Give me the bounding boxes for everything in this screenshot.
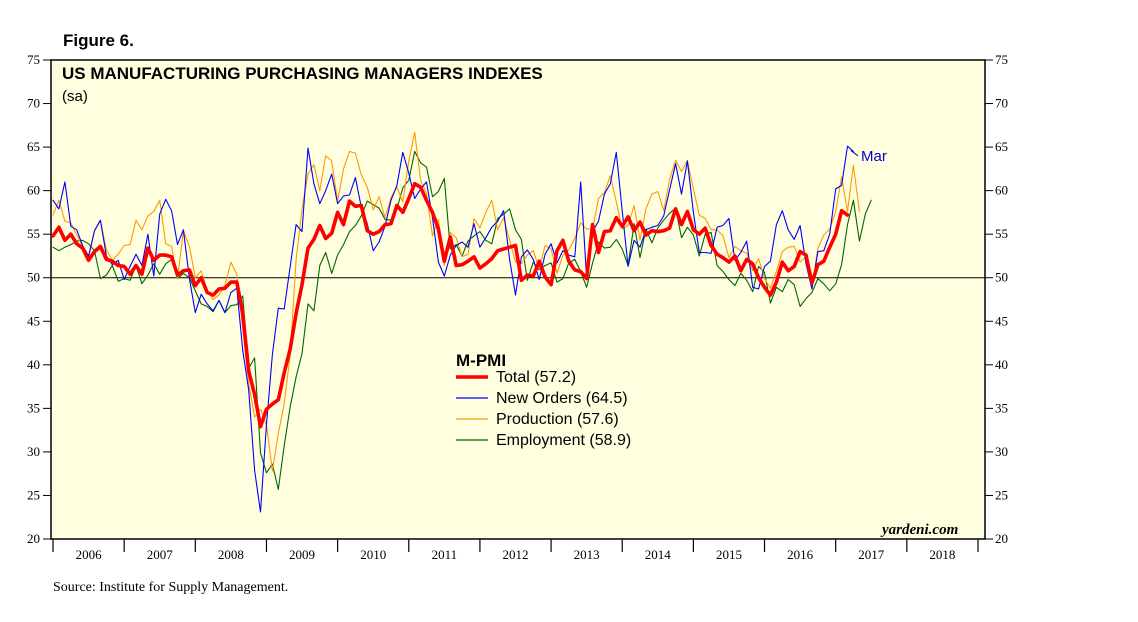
x-year-label: 2010: [360, 547, 386, 562]
x-axis: 2006 2007 2008 2009 2010 2011 2012 2013 2014 2015…: [52, 539, 979, 562]
y-tick-label-right: 20: [995, 531, 1008, 546]
y-tick-label-right: 25: [995, 487, 1008, 502]
chart-subtitle: (sa): [62, 88, 88, 105]
chart-title: US MANUFACTURING PURCHASING MANAGERS IND…: [62, 64, 543, 83]
x-year-label: 2012: [503, 547, 529, 562]
y-tick-label-left: 35: [27, 400, 40, 415]
annotation-label: Mar: [861, 148, 887, 165]
right-axis-ticks: 20 25 30 35 40 45 50 55 60 65 70 75: [985, 52, 1008, 546]
y-tick-label-right: 35: [995, 400, 1008, 415]
plot-area: [50, 59, 986, 540]
y-tick-label-right: 75: [995, 52, 1008, 67]
y-tick-label-right: 30: [995, 444, 1008, 459]
x-year-label: 2014: [645, 547, 672, 562]
y-tick-label-left: 60: [27, 183, 40, 198]
y-tick-label-left: 45: [27, 313, 40, 328]
y-tick-label-left: 25: [27, 487, 40, 502]
x-year-label: 2008: [218, 547, 244, 562]
source-note: Source: Institute for Supply Management.: [53, 580, 289, 595]
series-line-total: [51, 181, 850, 429]
x-year-label: 2009: [289, 547, 315, 562]
y-tick-label-right: 65: [995, 139, 1008, 154]
legend-label: Employment (58.9): [496, 432, 631, 449]
x-year-label: 2017: [858, 547, 885, 562]
annotation-leader: [850, 150, 859, 157]
annotation: Mar: [850, 148, 887, 165]
y-tick-label-right: 45: [995, 313, 1008, 328]
y-tick-label-left: 40: [27, 357, 40, 372]
legend-label: New Orders (64.5): [496, 390, 628, 407]
x-year-label: 2013: [574, 547, 600, 562]
y-tick-label-right: 40: [995, 357, 1008, 372]
brand-label: yardeni.com: [880, 522, 958, 538]
legend-label: Production (57.6): [496, 411, 619, 428]
y-tick-label-left: 30: [27, 444, 40, 459]
y-tick-label-left: 20: [27, 531, 40, 546]
series-group: [51, 131, 872, 513]
figure-label: Figure 6.: [63, 31, 134, 50]
x-year-label: 2018: [929, 547, 955, 562]
y-tick-label-right: 55: [995, 226, 1008, 241]
y-tick-label-right: 70: [995, 96, 1008, 111]
x-year-label: 2016: [787, 547, 814, 562]
x-year-label: 2007: [147, 547, 174, 562]
y-tick-label-right: 50: [995, 270, 1008, 285]
y-tick-label-left: 65: [27, 139, 40, 154]
left-axis-ticks: 20 25 30 35 40 45 50 55 60 65 70 75: [27, 52, 51, 546]
x-year-label: 2011: [432, 547, 458, 562]
series-line-production: [52, 131, 860, 472]
legend-label: Total (57.2): [496, 369, 576, 386]
x-year-label: 2006: [76, 547, 103, 562]
y-tick-label-left: 75: [27, 52, 40, 67]
legend: M-PMI Total (57.2) New Orders (64.5) Produ…: [456, 351, 631, 449]
y-tick-label-left: 55: [27, 226, 40, 241]
x-year-label: 2015: [716, 547, 742, 562]
y-tick-label-left: 50: [27, 270, 40, 285]
legend-title: M-PMI: [456, 351, 506, 370]
y-tick-label-right: 60: [995, 183, 1008, 198]
y-tick-label-left: 70: [27, 96, 40, 111]
